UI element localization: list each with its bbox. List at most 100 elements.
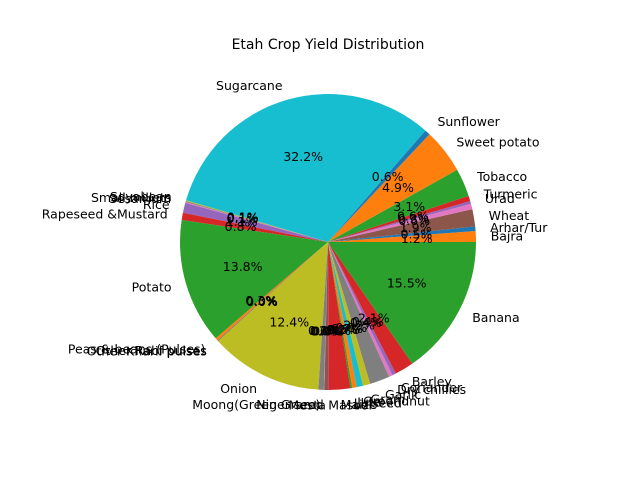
category-label-maize-24: Maize — [341, 397, 377, 412]
pie-slice-urad-4 — [328, 201, 471, 242]
category-label-rapeseed-mustard-14: Rapeseed &Mustard — [42, 206, 168, 221]
pie-slice-small-millets-11 — [185, 201, 328, 242]
pie-slice-unlabeled-3 — [328, 203, 473, 242]
pie-slices — [180, 94, 476, 391]
pct-label-sesamum-12: 0.1% — [227, 211, 259, 226]
pct-label-other-rabi-pulses-17: 0.0% — [246, 294, 278, 309]
category-label-bajra-0: Bajra — [491, 228, 524, 243]
chart-title: Etah Crop Yield Distribution — [232, 37, 425, 53]
category-label-onion-19: Onion — [220, 381, 257, 396]
pie-slice-banana-33 — [328, 242, 476, 364]
pct-label-urad-4: 0.3% — [398, 211, 430, 226]
pie-slice-other-kharif-pulses-18 — [217, 242, 328, 342]
category-label-small-millets-11: Small millets — [91, 190, 171, 205]
category-label-other-rabi-pulses-17: Other Rabi pulses — [96, 343, 207, 358]
pct-label-rice-13: 1.1% — [226, 214, 258, 229]
pie-slice-dry-chillies-30 — [328, 242, 393, 377]
pie-slice-sunflower-8 — [328, 130, 430, 242]
pie-slice-groundnut-27 — [328, 242, 364, 388]
pct-label-banana-33: 15.5% — [387, 276, 427, 291]
pct-label-niger-seed-21: 0.0% — [310, 323, 342, 338]
pct-label-masoor-23: 0.0% — [312, 323, 344, 338]
category-label-peas-beans-pulses-16: Peas & beans (Pulses) — [68, 342, 206, 357]
pie-slice-turmeric-5 — [328, 195, 471, 242]
category-label-groundnut-27: Groundnut — [363, 393, 430, 408]
category-label-rice-13: Rice — [143, 197, 170, 212]
pct-label-peas-beans-pulses-16: 0.3% — [245, 293, 277, 308]
pct-label-linseed-25: 0.2% — [326, 322, 358, 337]
pct-label-sunflower-8: 0.6% — [372, 169, 404, 184]
pie-slice-sesamum-12 — [185, 201, 328, 242]
pct-label-onion-19: 12.4% — [269, 314, 309, 329]
pct-label-mesta-22: 0.4% — [311, 323, 343, 338]
category-label-urad-4: Urad — [485, 191, 515, 206]
pct-label-sweet-potato-7: 4.9% — [382, 180, 414, 195]
pie-slice-garlic-29 — [328, 242, 390, 384]
pie-slice-jute-26 — [328, 242, 357, 388]
category-label-tobacco-6: Tobacco — [476, 169, 527, 184]
category-label-banana-33: Banana — [472, 310, 519, 325]
pie-slice-gram-28 — [328, 242, 371, 386]
pie-slice-arhar-tur-1 — [328, 226, 476, 242]
pie-slice-soyabean-10 — [185, 200, 328, 242]
pct-label-arhar-tur-1: 0.5% — [401, 227, 433, 242]
pct-label-potato-15: 13.8% — [223, 259, 263, 274]
pct-label-turmeric-5: 0.6% — [397, 208, 429, 223]
category-label-dry-chillies-30: Dry chillies — [397, 382, 466, 397]
pct-label-dry-chillies-30: 0.4% — [350, 315, 382, 330]
category-label-other-kharif-pulses-18: Other Kharif pulses — [87, 343, 207, 358]
category-label-potato-15: Potato — [132, 279, 172, 294]
pct-label-moong-green-gram-20: 0.6% — [308, 323, 340, 338]
category-label-turmeric-5: Turmeric — [483, 187, 538, 202]
category-label-garlic-29: Garlic — [385, 387, 421, 402]
category-label-niger-seed-21: Niger seed — [256, 397, 323, 412]
pie-slice-niger-seed-21 — [323, 242, 328, 390]
pct-label-rapeseed-mustard-14: 0.8% — [225, 219, 257, 234]
pct-label-bajra-0: 1.2% — [401, 231, 433, 246]
pie-slice-sweet-potato-7 — [328, 134, 458, 242]
category-label-wheat-2: Wheat — [489, 208, 530, 223]
pie-slice-coriander-31 — [328, 242, 396, 376]
pie-slice-bajra-0 — [328, 230, 476, 242]
pie-slice-rapeseed-mustard-14 — [181, 212, 328, 242]
category-label-linseed-25: Linseed — [354, 395, 402, 410]
category-label-sunflower-8: Sunflower — [437, 114, 500, 129]
pct-label-other-kharif-pulses-18: 0.0% — [246, 294, 278, 309]
pct-label-small-millets-11: 0.1% — [227, 210, 259, 225]
category-label-mesta-22: Mesta — [288, 397, 326, 412]
category-label-arhar-tur-1: Arhar/Tur — [490, 220, 548, 235]
pie-slice-other-rabi-pulses-17 — [217, 242, 328, 341]
pct-label-garlic-29: 2.2% — [343, 318, 375, 333]
pie-slice-barley-32 — [328, 242, 413, 374]
pct-label-soyabean-10: 0.1% — [227, 210, 259, 225]
pct-label-barley-32: 2.1% — [358, 311, 390, 326]
pct-label-wheat-2: 1.9% — [400, 220, 432, 235]
pct-label-sugarcane-9: 32.2% — [283, 149, 323, 164]
pie-slice-sugarcane-9 — [186, 94, 426, 242]
pct-label-groundnut-27: 0.7% — [331, 321, 363, 336]
pie-slice-mesta-22 — [324, 242, 328, 390]
pct-label-maize-24: 2.4% — [319, 323, 351, 338]
pie-slice-maize-24 — [328, 242, 351, 390]
category-label-coriander-31: Coriander — [401, 380, 463, 395]
pie-slice-peas-beans-pulses-16 — [215, 242, 328, 341]
pie-slice-moong-green-gram-20 — [318, 242, 328, 390]
category-label-soyabean-10: Soyabean — [110, 189, 172, 204]
category-label-moong-green-gram-20: Moong(Green Gram) — [192, 397, 320, 412]
category-label-jute-26: Jute — [356, 395, 382, 410]
pct-label-tobacco-6: 3.1% — [393, 199, 425, 214]
category-label-sesamum-12: Sesamum — [109, 191, 171, 206]
category-label-masoor-23: Masoor — [328, 397, 374, 412]
pie-slice-potato-15 — [180, 219, 328, 339]
pie-slice-linseed-25 — [328, 242, 353, 389]
category-label-sugarcane-9: Sugarcane — [216, 78, 283, 93]
pct-label-unlabeled-3: 0.6% — [398, 213, 430, 228]
pie-slice-tobacco-6 — [328, 169, 469, 242]
pct-label-gram-28: 0.8% — [335, 320, 367, 335]
pct-label-jute-26: 0.5% — [328, 322, 360, 337]
pie-slice-rice-13 — [182, 202, 328, 242]
category-label-barley-32: Barley — [412, 374, 453, 389]
pie-slice-wheat-2 — [328, 209, 476, 242]
